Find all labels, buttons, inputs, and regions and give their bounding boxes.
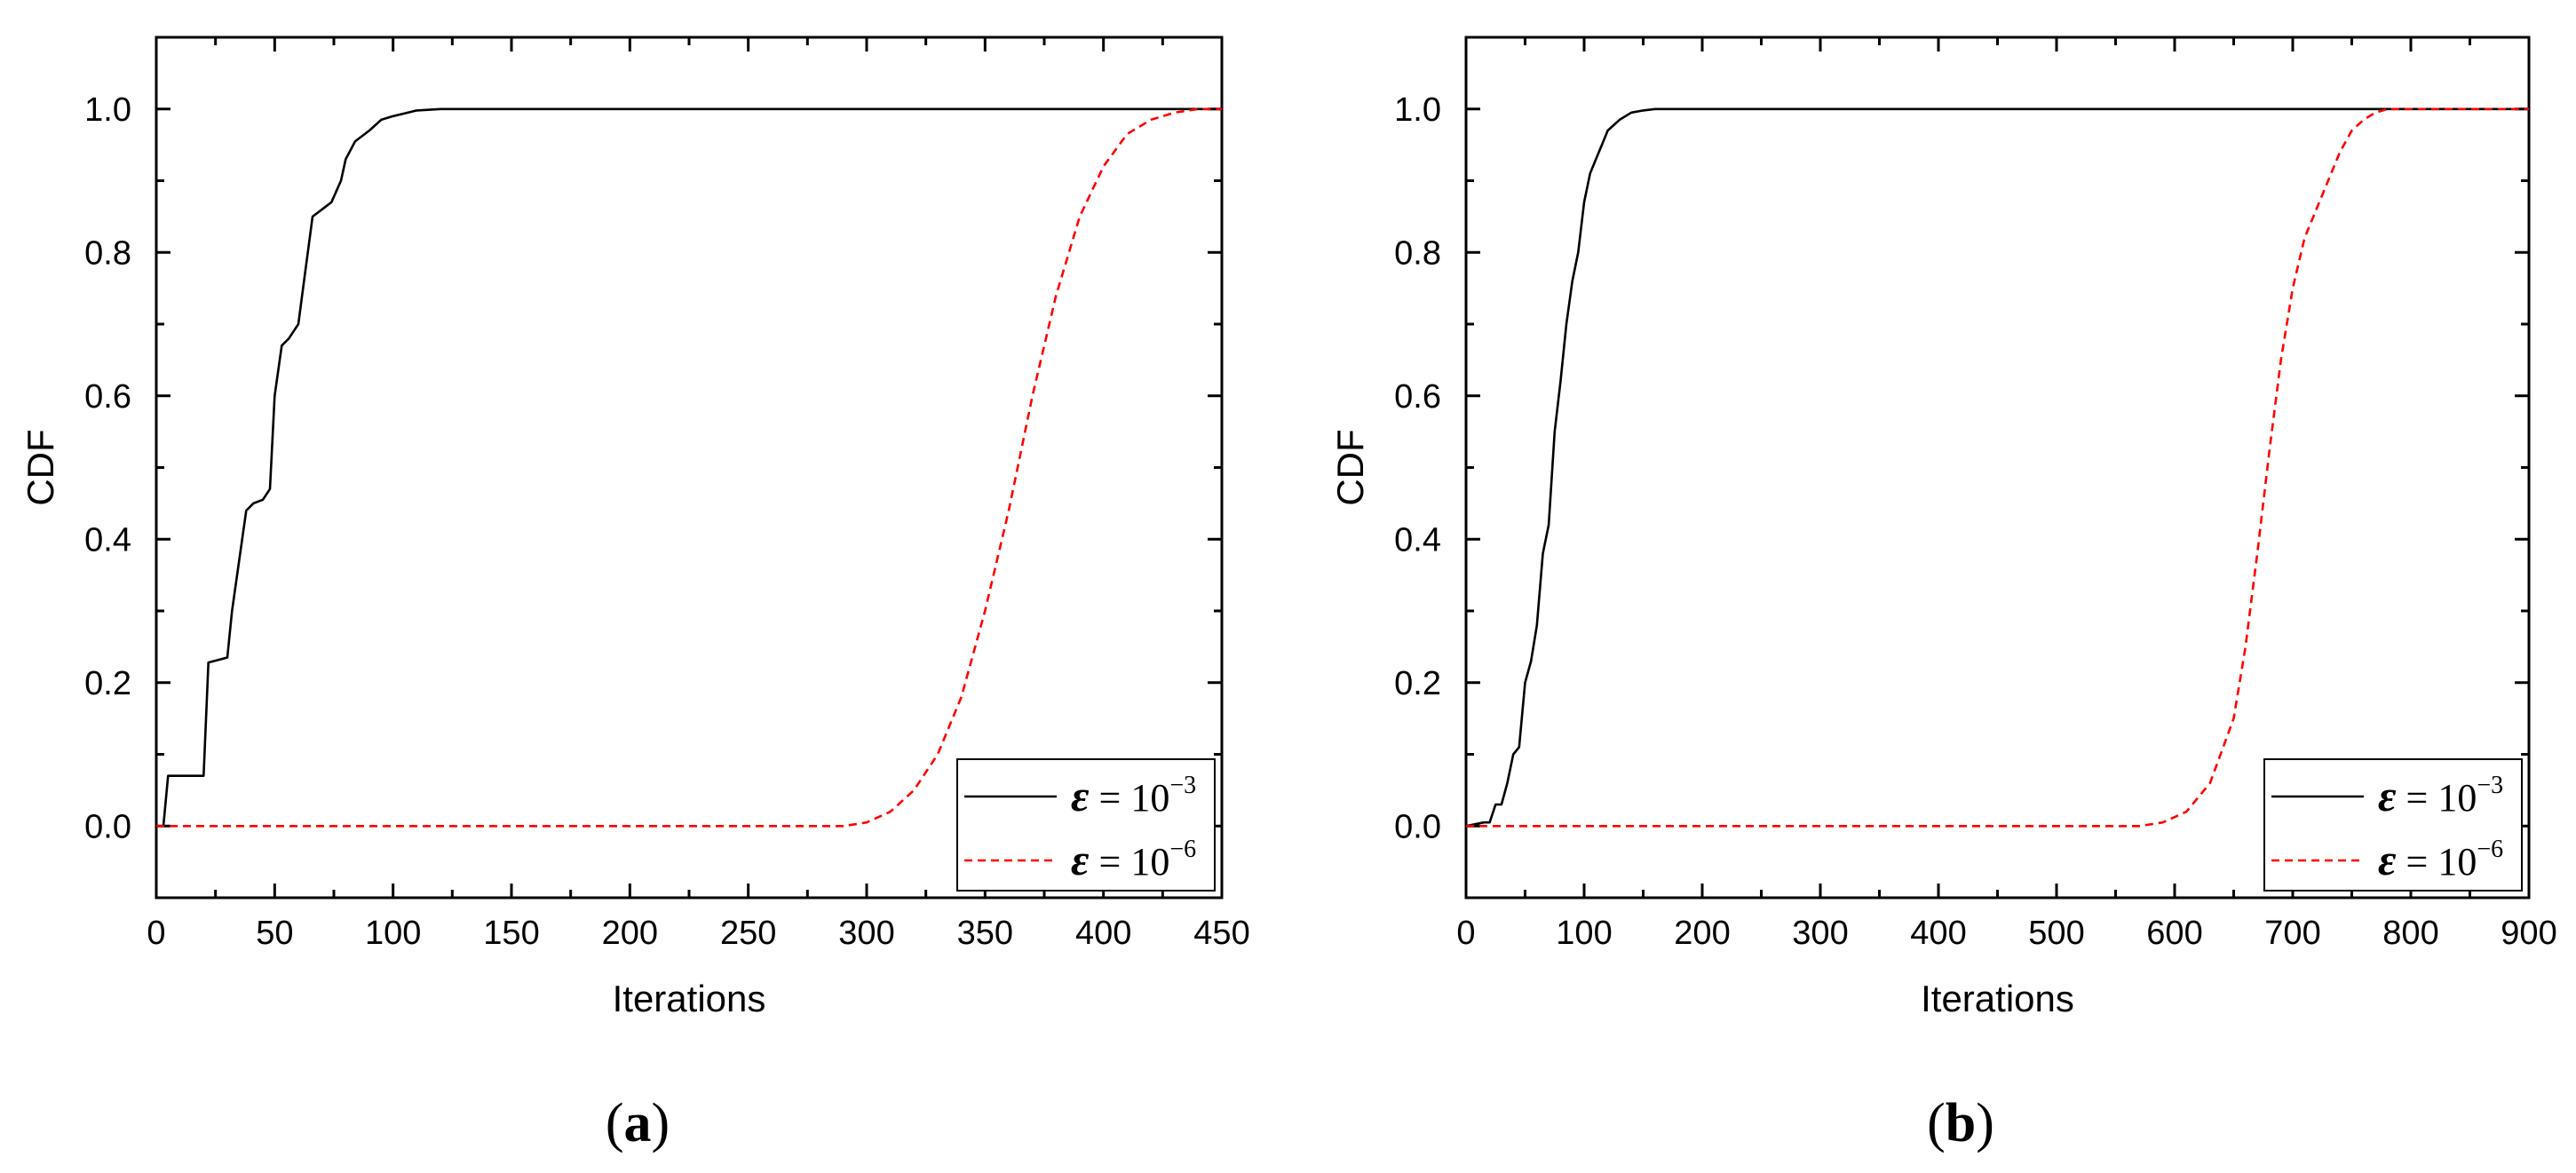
chart-panel-a: 0 50 100 150 200 250 300 350 400 450 0.0 0.2 0.4 0.6 0… bbox=[20, 36, 1250, 1153]
x-tick-label: 600 bbox=[2146, 915, 2202, 952]
y-tick-label: 1.0 bbox=[1394, 91, 1441, 129]
caption-letter: b bbox=[1946, 1093, 1976, 1153]
legend-equals: = 10 bbox=[1090, 776, 1170, 820]
x-tick-label: 300 bbox=[838, 915, 894, 952]
legend-label: ε = 10−3 bbox=[2378, 771, 2503, 820]
x-axis-title: Iterations bbox=[613, 978, 766, 1019]
y-tick-label: 1.0 bbox=[84, 91, 131, 129]
caption-letter: a bbox=[624, 1093, 652, 1153]
legend-exponent: −3 bbox=[2477, 772, 2503, 799]
y-tick-label: 0.4 bbox=[84, 521, 131, 559]
caption-open-paren: ( bbox=[606, 1093, 624, 1153]
legend-epsilon: ε bbox=[2378, 835, 2397, 884]
legend-exponent: −3 bbox=[1169, 772, 1196, 799]
series-line-eps-1e-3 bbox=[162, 107, 1222, 827]
legend-epsilon: ε bbox=[1071, 835, 1090, 884]
panel-caption: (a) bbox=[606, 1093, 670, 1153]
x-tick-label: 100 bbox=[365, 915, 421, 952]
x-tick-label: 200 bbox=[602, 915, 658, 952]
legend-label: ε = 10−6 bbox=[1071, 835, 1196, 884]
legend-equals: = 10 bbox=[1090, 840, 1170, 884]
x-tick-label: 100 bbox=[1556, 915, 1612, 952]
x-tick-label: 200 bbox=[1674, 915, 1730, 952]
x-tick-label: 400 bbox=[1910, 915, 1966, 952]
y-tick-label: 0.8 bbox=[1394, 234, 1441, 272]
caption-close-paren: ) bbox=[1976, 1093, 1994, 1153]
legend-equals: = 10 bbox=[2397, 840, 2477, 884]
legend-box bbox=[956, 758, 1216, 892]
legend: ε = 10−3ε = 10−6 bbox=[2263, 758, 2523, 892]
legend-epsilon: ε bbox=[2378, 771, 2397, 820]
x-tick-label: 350 bbox=[957, 915, 1013, 952]
x-tick-label: 150 bbox=[483, 915, 539, 952]
series-line-eps-1e-6 bbox=[156, 107, 1222, 828]
legend-exponent: −6 bbox=[1169, 836, 1196, 863]
series-line-eps-1e-3 bbox=[1465, 107, 2529, 828]
y-tick-label: 0.0 bbox=[84, 808, 131, 845]
legend-equals: = 10 bbox=[2397, 776, 2477, 820]
y-axis-title: CDF bbox=[20, 429, 61, 505]
legend-exponent: −6 bbox=[2477, 836, 2503, 863]
legend-label: ε = 10−6 bbox=[2378, 835, 2503, 884]
x-tick-label: 250 bbox=[720, 915, 776, 952]
chart-panel-b: 0 100 200 300 400 500 600 700 800 900 0.0 0.2 0.4 0.6… bbox=[1329, 36, 2557, 1153]
caption-open-paren: ( bbox=[1927, 1093, 1946, 1153]
x-tick-label: 300 bbox=[1792, 915, 1848, 952]
legend: ε = 10−3ε = 10−6 bbox=[956, 758, 1216, 892]
x-tick-label: 0 bbox=[147, 915, 165, 952]
panel-caption: (b) bbox=[1927, 1093, 1994, 1153]
x-tick-label: 400 bbox=[1075, 915, 1131, 952]
x-tick-label: 450 bbox=[1193, 915, 1249, 952]
series-line-eps-1e-6 bbox=[1466, 107, 2529, 828]
y-tick-label: 0.2 bbox=[84, 665, 131, 702]
legend-label: ε = 10−3 bbox=[1071, 771, 1196, 820]
x-tick-label: 800 bbox=[2382, 915, 2438, 952]
caption-close-paren: ) bbox=[652, 1093, 670, 1153]
y-tick-label: 0.0 bbox=[1394, 808, 1441, 845]
x-axis-title: Iterations bbox=[1921, 978, 2074, 1019]
y-tick-label: 0.2 bbox=[1394, 665, 1441, 702]
x-tick-label: 500 bbox=[2028, 915, 2084, 952]
x-tick-label: 900 bbox=[2501, 915, 2556, 952]
y-axis-title: CDF bbox=[1329, 429, 1371, 505]
x-tick-label: 0 bbox=[1456, 915, 1475, 952]
y-tick-label: 0.4 bbox=[1394, 521, 1441, 559]
y-tick-label: 0.8 bbox=[84, 234, 131, 272]
legend-box bbox=[2263, 758, 2523, 892]
x-tick-label: 50 bbox=[256, 915, 293, 952]
legend-epsilon: ε bbox=[1071, 771, 1090, 820]
x-tick-label: 700 bbox=[2264, 915, 2320, 952]
y-tick-label: 0.6 bbox=[84, 378, 131, 416]
y-tick-label: 0.6 bbox=[1394, 378, 1441, 416]
